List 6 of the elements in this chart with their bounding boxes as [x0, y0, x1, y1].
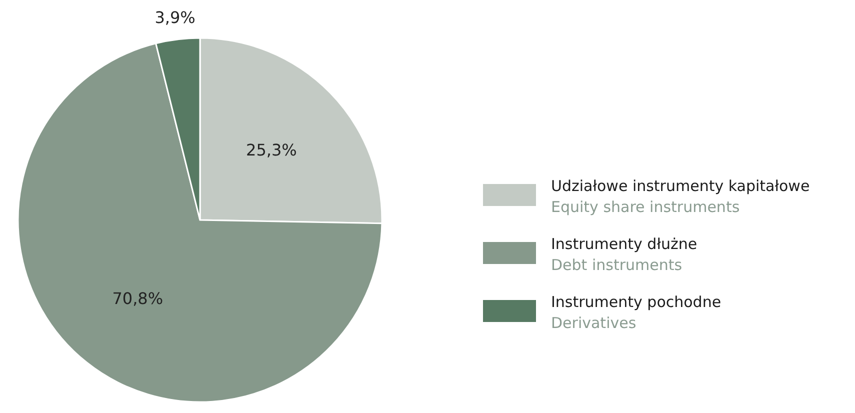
data-label: 70,8% — [112, 288, 164, 308]
data-label: 3,9% — [154, 8, 196, 28]
legend-label: Instrumenty pochodne Derivatives — [551, 293, 722, 332]
data-label: 25,3% — [246, 140, 297, 160]
legend-label: Udziałowe instrumenty kapitałowe Equity share instruments — [551, 177, 810, 216]
legend-label: Instrumenty dłużne Debt instruments — [551, 235, 698, 274]
